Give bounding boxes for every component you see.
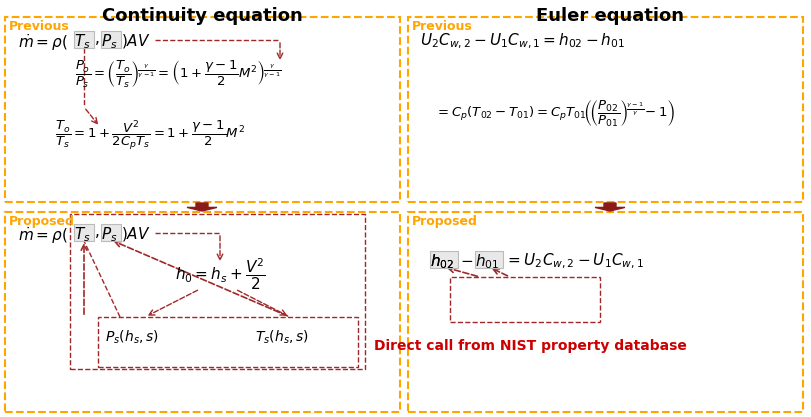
Text: $h_{02}$: $h_{02}$ xyxy=(430,252,454,271)
Text: $,$: $,$ xyxy=(94,225,100,240)
Bar xyxy=(101,31,121,48)
Text: $h_{01}$: $h_{01}$ xyxy=(475,252,500,271)
Polygon shape xyxy=(187,203,217,211)
Text: $)AV$: $)AV$ xyxy=(121,225,151,243)
Text: $\dot{m} = \rho($: $\dot{m} = \rho($ xyxy=(18,225,68,246)
Bar xyxy=(430,251,458,268)
Polygon shape xyxy=(595,203,625,211)
Bar xyxy=(408,17,803,202)
Text: $\dot{m} = \rho($: $\dot{m} = \rho($ xyxy=(18,32,68,53)
Text: $P_s$: $P_s$ xyxy=(101,225,118,244)
Text: $P_s$: $P_s$ xyxy=(101,32,118,51)
Text: Proposed: Proposed xyxy=(9,215,75,228)
Text: $\dfrac{P_o}{P_s} = \left(\dfrac{T_o}{T_s}\right)^{\!\frac{\gamma}{\gamma-1}}= \: $\dfrac{P_o}{P_s} = \left(\dfrac{T_o}{T_… xyxy=(75,59,281,90)
Text: Previous: Previous xyxy=(412,20,473,33)
Bar xyxy=(70,214,365,369)
Bar xyxy=(101,224,121,241)
Text: $= C_p(T_{02}-T_{01}) = C_pT_{01}\!\left(\!\left(\dfrac{P_{02}}{P_{01}}\right)^{: $= C_p(T_{02}-T_{01}) = C_pT_{01}\!\left… xyxy=(435,99,676,129)
Bar xyxy=(408,212,803,412)
Text: Continuity equation: Continuity equation xyxy=(101,7,303,25)
Text: $\dfrac{T_o}{T_s} = 1 + \dfrac{V^2}{2C_pT_s} = 1 + \dfrac{\gamma-1}{2}M^2$: $\dfrac{T_o}{T_s} = 1 + \dfrac{V^2}{2C_p… xyxy=(55,119,245,152)
Text: $U_2C_{w,2} - U_1C_{w,1} = h_{02} - h_{01}$: $U_2C_{w,2} - U_1C_{w,1} = h_{02} - h_{0… xyxy=(420,32,625,51)
Text: Previous: Previous xyxy=(9,20,70,33)
Text: Euler equation: Euler equation xyxy=(536,7,684,25)
Text: Direct call from NIST property database: Direct call from NIST property database xyxy=(374,339,686,353)
Bar xyxy=(5,17,400,202)
Text: $h_0 = h_s + \dfrac{V^2}{2}$: $h_0 = h_s + \dfrac{V^2}{2}$ xyxy=(175,257,266,292)
Bar xyxy=(74,224,94,241)
Bar xyxy=(450,277,600,322)
Bar xyxy=(74,31,94,48)
Bar xyxy=(98,317,358,367)
Text: $T_s$: $T_s$ xyxy=(74,225,91,244)
Bar xyxy=(475,251,503,268)
Bar xyxy=(5,212,400,412)
Text: $,$: $,$ xyxy=(94,32,100,47)
Text: $P_s(h_s, s)$: $P_s(h_s, s)$ xyxy=(105,329,159,347)
Text: $h_{02}$: $h_{02}$ xyxy=(430,252,454,271)
Text: Proposed: Proposed xyxy=(412,215,478,228)
Text: $)AV$: $)AV$ xyxy=(121,32,151,50)
Text: $T_s(h_s, s)$: $T_s(h_s, s)$ xyxy=(255,329,309,347)
Text: $T_s$: $T_s$ xyxy=(74,32,91,51)
Text: $= U_2C_{w,2} - U_1C_{w,1}$: $= U_2C_{w,2} - U_1C_{w,1}$ xyxy=(505,252,644,271)
Text: $-$: $-$ xyxy=(460,252,473,267)
